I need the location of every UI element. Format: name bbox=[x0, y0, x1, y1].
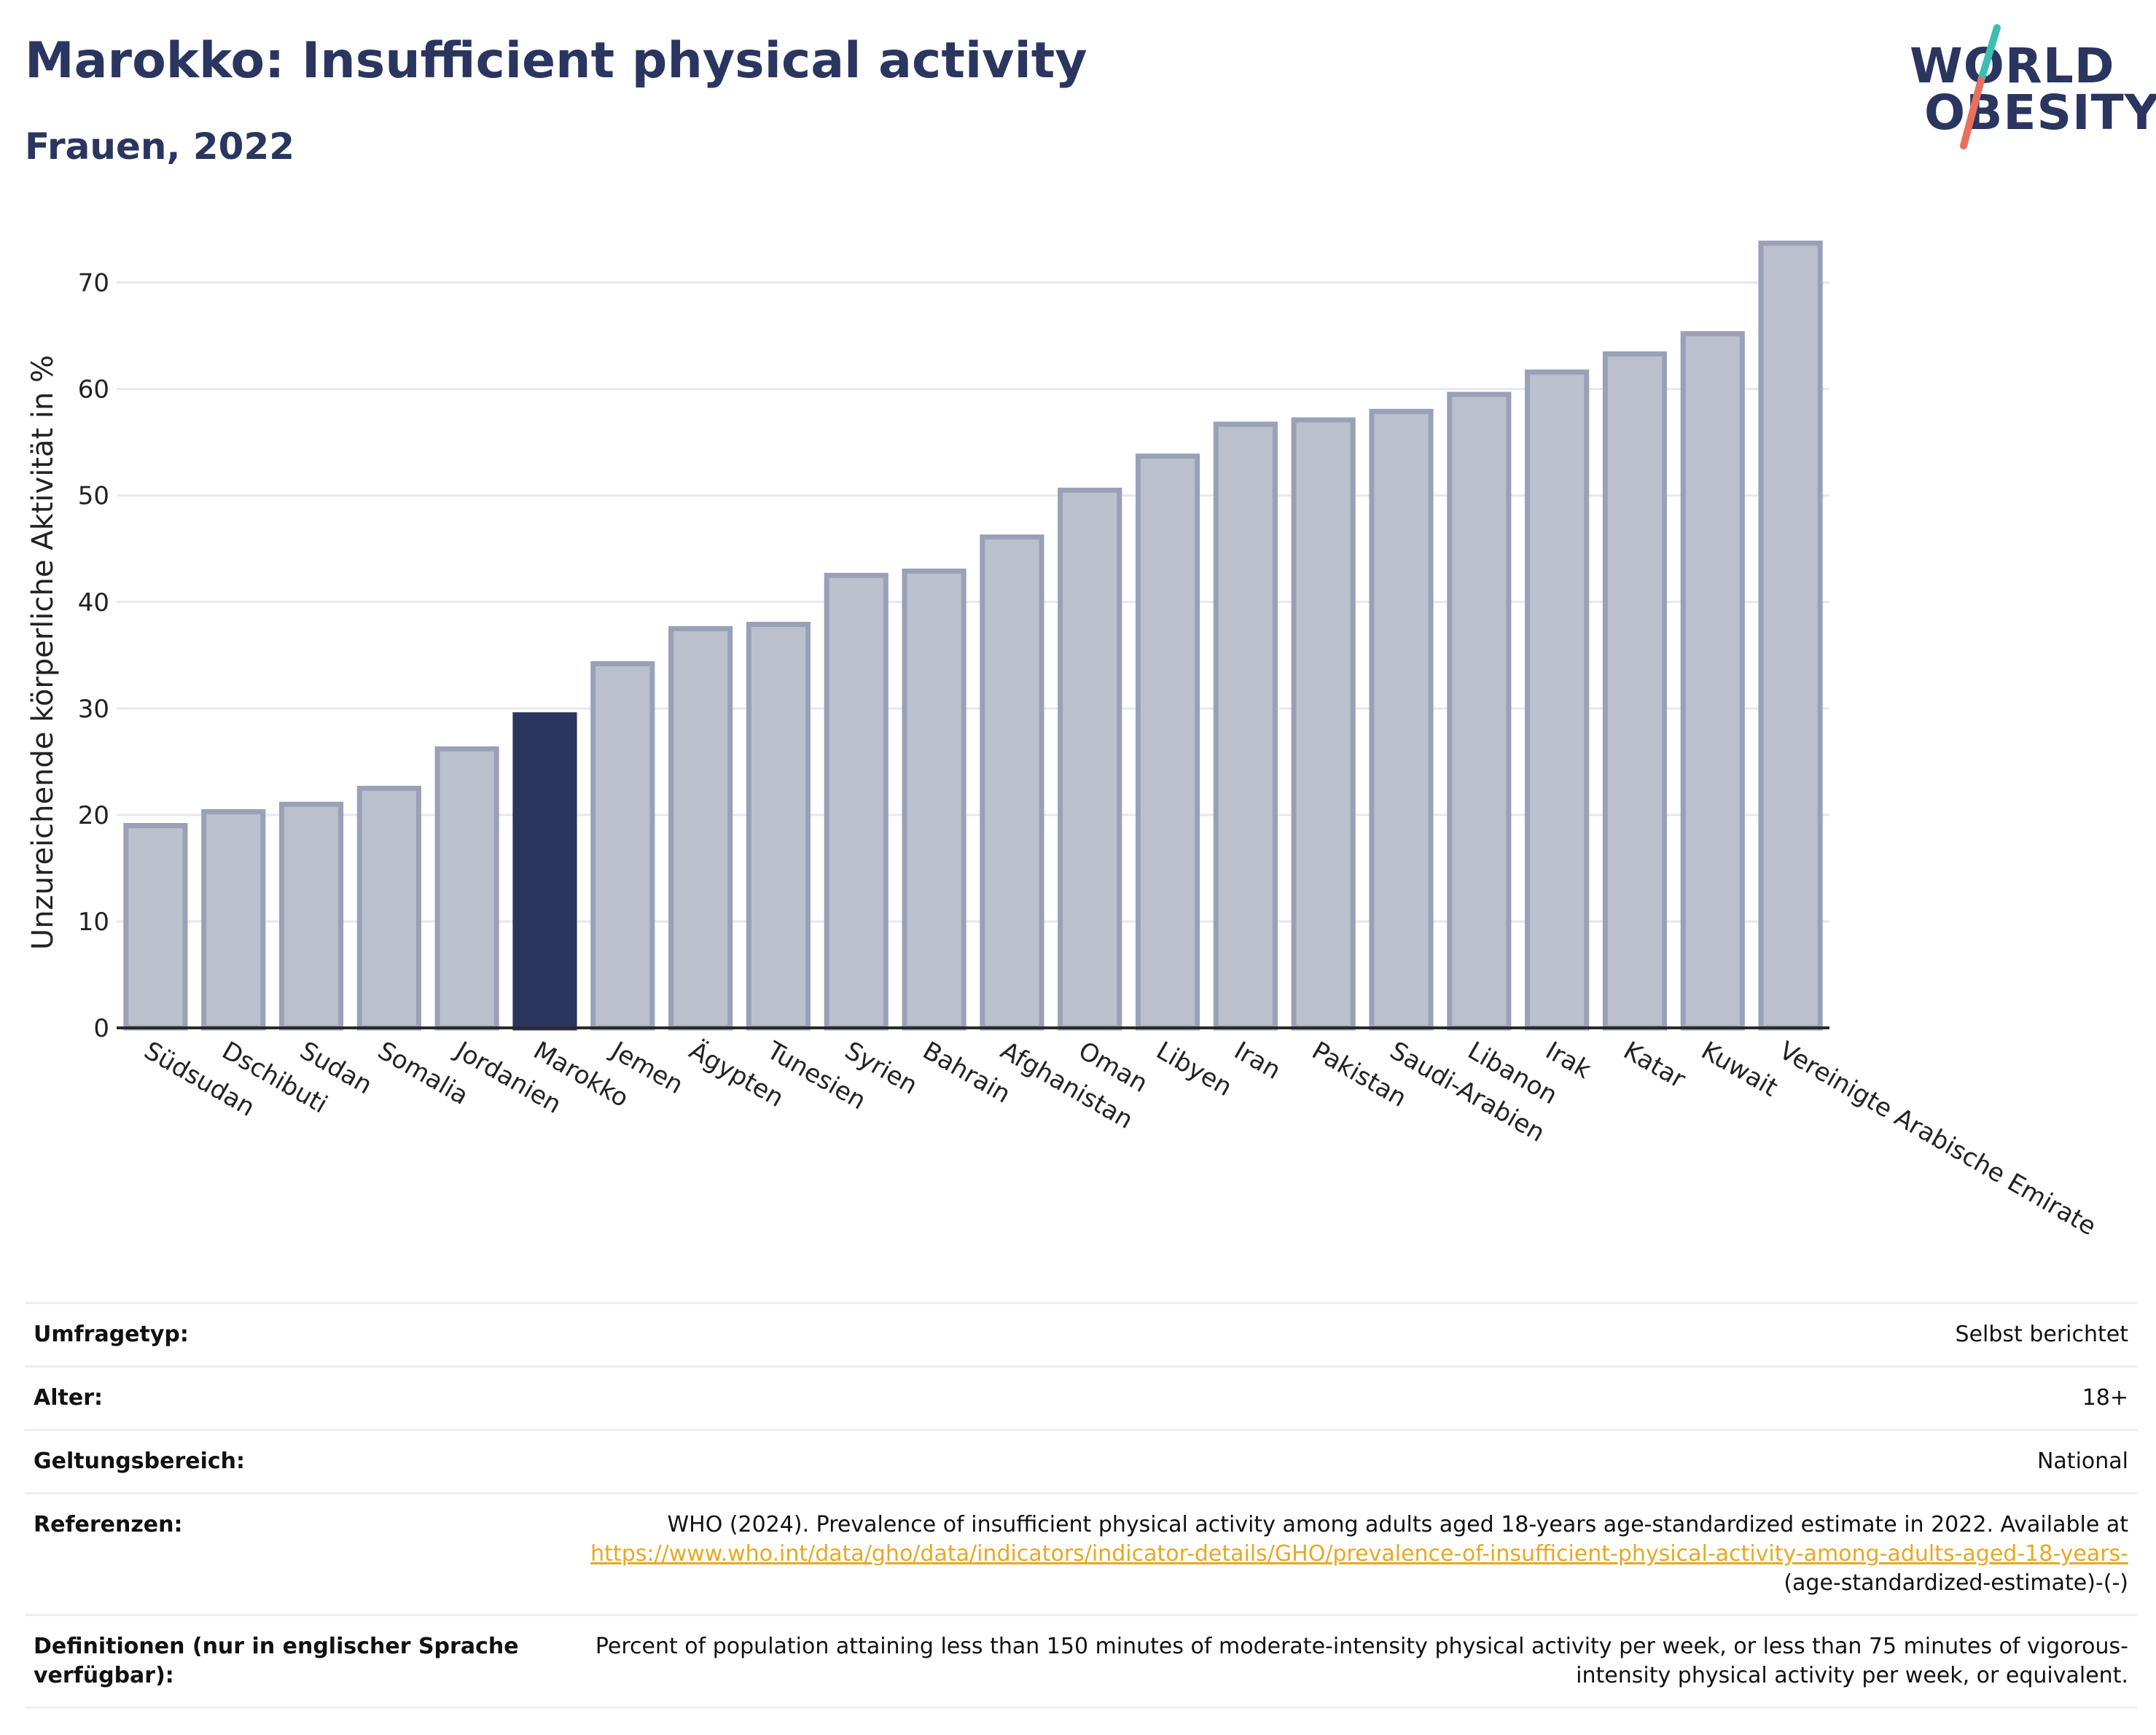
y-tick-label: 10 bbox=[78, 908, 109, 937]
bar bbox=[278, 801, 344, 1031]
x-tick-label: Kuwait bbox=[1696, 1036, 1782, 1102]
bar bbox=[980, 534, 1044, 1031]
age-label: Alter: bbox=[25, 1365, 552, 1431]
y-tick-label: 0 bbox=[93, 1014, 109, 1043]
bars bbox=[123, 241, 1823, 1031]
bar bbox=[746, 621, 811, 1031]
bar bbox=[1602, 351, 1668, 1031]
bar bbox=[1525, 369, 1590, 1031]
references-label: Referenzen: bbox=[25, 1492, 552, 1616]
scope-label: Geltungsbereich: bbox=[25, 1429, 552, 1494]
y-tick-label: 20 bbox=[78, 801, 109, 830]
y-axis-title: Unzureichende körperliche Aktivität in % bbox=[26, 355, 60, 950]
survey-type-label: Umfragetyp: bbox=[25, 1302, 552, 1368]
x-axis-labels: SüdsudanDschibutiSudanSomaliaJordanienMa… bbox=[139, 1035, 2101, 1241]
x-tick-label: Bahrain bbox=[918, 1036, 1015, 1109]
info-table: Umfragetyp: Selbst berichtet Alter: 18+ … bbox=[25, 1302, 2137, 1709]
bar bbox=[1213, 421, 1278, 1031]
info-row-references: Referenzen: WHO (2024). Prevalence of in… bbox=[25, 1492, 2137, 1616]
references-value: WHO (2024). Prevalence of insufficient p… bbox=[552, 1492, 2137, 1616]
chart-title: Marokko: Insufficient physical activity bbox=[25, 32, 1087, 90]
bar-chart: 0 10 20 30 40 50 60 70 SüdsudanDschibutiSudanSo… bbox=[26, 241, 2101, 1241]
bar-highlighted bbox=[512, 712, 577, 1031]
world-obesity-logo: WORLD OBESITY bbox=[1895, 22, 2156, 153]
bar bbox=[1680, 331, 1745, 1031]
references-link[interactable]: https://www.who.int/data/gho/data/indica… bbox=[590, 1541, 2128, 1567]
logo-text-obesity: OBESITY bbox=[1924, 85, 2156, 141]
y-tick-label: 40 bbox=[78, 588, 109, 617]
bar bbox=[1758, 241, 1823, 1031]
bar bbox=[123, 823, 188, 1031]
bar bbox=[356, 785, 421, 1031]
y-tick-label: 60 bbox=[78, 375, 109, 405]
bar bbox=[1135, 453, 1200, 1031]
definitions-label: Definitionen (nur in englischer Sprache … bbox=[25, 1614, 552, 1709]
x-tick-label: Katar bbox=[1618, 1036, 1690, 1094]
references-text-suffix: (age-standardized-estimate)-(-) bbox=[1784, 1570, 2128, 1596]
info-row-scope: Geltungsbereich: National bbox=[25, 1429, 2137, 1494]
references-text: WHO (2024). Prevalence of insufficient p… bbox=[667, 1512, 2128, 1537]
info-row-survey-type: Umfragetyp: Selbst berichtet bbox=[25, 1302, 2137, 1368]
bar bbox=[590, 661, 655, 1031]
age-value: 18+ bbox=[552, 1365, 2137, 1431]
scope-value: National bbox=[552, 1429, 2137, 1494]
info-row-definitions: Definitionen (nur in englischer Sprache … bbox=[25, 1614, 2137, 1709]
definitions-value: Percent of population attaining less tha… bbox=[552, 1614, 2137, 1709]
bar bbox=[902, 568, 966, 1031]
logo-text-world: WORLD bbox=[1910, 38, 2115, 94]
bar bbox=[1291, 417, 1356, 1031]
info-row-age: Alter: 18+ bbox=[25, 1365, 2137, 1431]
chart-subtitle: Frauen, 2022 bbox=[25, 125, 295, 168]
bar bbox=[1447, 391, 1512, 1031]
x-tick-label: Libyen bbox=[1152, 1036, 1237, 1102]
y-axis-ticks: 0 10 20 30 40 50 60 70 bbox=[78, 269, 109, 1043]
bar bbox=[434, 746, 499, 1031]
bar bbox=[824, 572, 888, 1031]
bar bbox=[1369, 408, 1434, 1031]
x-tick-label: Iran bbox=[1229, 1036, 1285, 1085]
y-tick-label: 50 bbox=[78, 482, 109, 511]
y-tick-label: 30 bbox=[78, 695, 109, 724]
bar bbox=[201, 809, 266, 1031]
x-tick-label: Vereinigte Arabische Emirate bbox=[1774, 1036, 2101, 1241]
bar bbox=[668, 625, 733, 1031]
survey-type-value: Selbst berichtet bbox=[552, 1302, 2137, 1368]
logo-slash-icon bbox=[1960, 24, 2001, 149]
y-tick-label: 70 bbox=[78, 269, 109, 298]
bar bbox=[1058, 487, 1122, 1031]
